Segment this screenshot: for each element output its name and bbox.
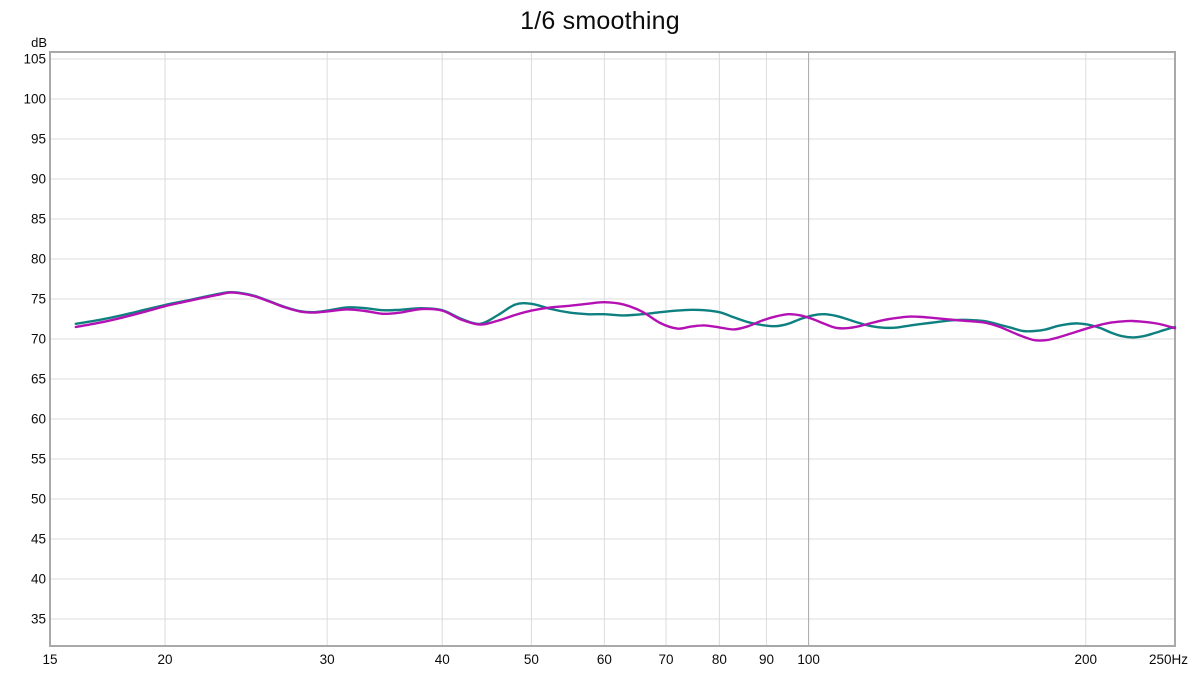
- plot-border: [49, 51, 1176, 647]
- y-tick-label: 65: [31, 372, 46, 387]
- y-tick-label: 95: [31, 132, 46, 147]
- y-axis-unit-label: dB: [31, 35, 47, 50]
- y-tick-label: 60: [31, 412, 46, 427]
- y-tick-label: 45: [31, 532, 46, 547]
- y-tick-label: 50: [31, 492, 46, 507]
- x-tick-label: 90: [759, 652, 774, 667]
- y-tick-label: 55: [31, 452, 46, 467]
- x-tick-label: 20: [158, 652, 173, 667]
- series-path-magenta-trace: [74, 291, 1177, 342]
- x-tick-label: 70: [658, 652, 673, 667]
- y-tick-label: 80: [31, 252, 46, 267]
- y-tick-label: 75: [31, 292, 46, 307]
- x-tick-label: 200: [1075, 652, 1098, 667]
- chart-title: 1/6 smoothing: [520, 7, 680, 35]
- x-tick-label: 50: [524, 652, 539, 667]
- y-tick-label: 100: [23, 92, 46, 107]
- y-tick-label: 105: [23, 52, 46, 67]
- y-tick-label: 90: [31, 172, 46, 187]
- y-tick-label: 35: [31, 612, 46, 627]
- x-tick-label: 250Hz: [1149, 652, 1188, 667]
- x-tick-label: 15: [42, 652, 57, 667]
- y-tick-label: 85: [31, 212, 46, 227]
- x-tick-label: 100: [797, 652, 820, 667]
- x-tick-label: 80: [712, 652, 727, 667]
- x-tick-label: 40: [435, 652, 450, 667]
- y-tick-label: 70: [31, 332, 46, 347]
- x-tick-label: 30: [320, 652, 335, 667]
- x-tick-label: 60: [597, 652, 612, 667]
- y-tick-label: 40: [31, 572, 46, 587]
